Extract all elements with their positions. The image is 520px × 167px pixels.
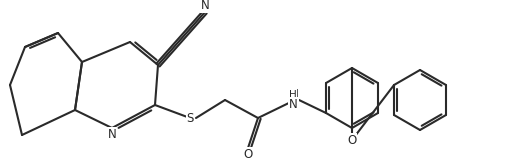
Text: S: S	[186, 112, 193, 125]
Text: H: H	[289, 90, 297, 100]
Text: N: N	[201, 0, 210, 12]
Text: H
N: H N	[291, 89, 299, 111]
Text: O: O	[243, 148, 253, 161]
Text: N: N	[289, 98, 297, 111]
Text: O: O	[347, 133, 357, 146]
Text: N: N	[108, 128, 116, 141]
